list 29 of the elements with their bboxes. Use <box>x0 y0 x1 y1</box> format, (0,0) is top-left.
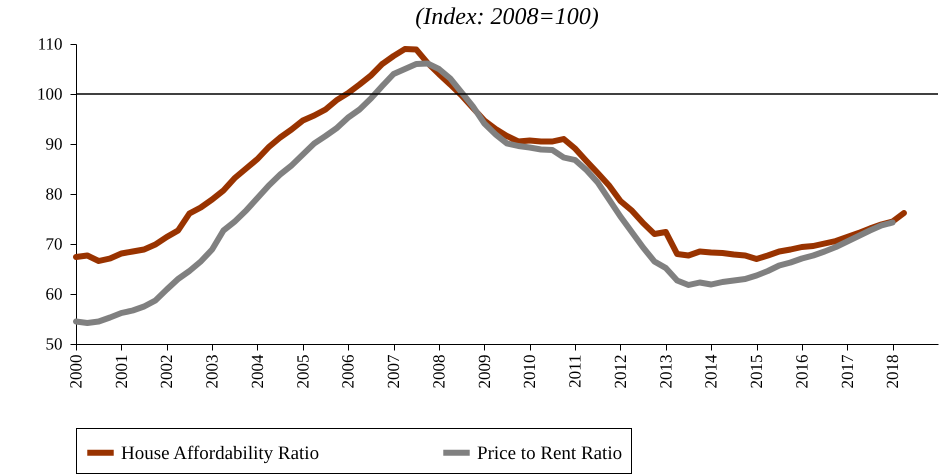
x-tick-label: 2014 <box>702 354 721 388</box>
x-tick-label: 2015 <box>747 354 766 388</box>
x-tick-label: 2017 <box>838 354 857 388</box>
x-tick-label: 2012 <box>610 354 630 388</box>
x-tick-label: 2008 <box>429 354 448 388</box>
x-tick-label: 2013 <box>656 354 676 388</box>
x-tick-label: 2006 <box>338 354 358 388</box>
y-tick-label: 60 <box>46 284 62 304</box>
x-tick-label: 2011 <box>566 354 585 388</box>
y-tick-label: 110 <box>38 34 62 54</box>
legend-label: Price to Rent Ratio <box>477 442 622 464</box>
x-tick-label: 2005 <box>293 354 312 388</box>
x-tick-label: 2003 <box>202 354 222 388</box>
x-tick-label: 2001 <box>112 354 131 388</box>
x-tick-label: 2002 <box>157 354 176 388</box>
y-tick-label: 90 <box>46 134 62 154</box>
x-tick-label: 2018 <box>883 354 902 388</box>
x-tick-label: 2010 <box>520 354 540 388</box>
x-tick-label: 2009 <box>474 354 494 388</box>
x-tick-label: 2004 <box>248 354 267 388</box>
y-tick-label: 50 <box>46 334 62 354</box>
chart-title: (Index: 2008=100) <box>415 4 599 30</box>
legend-label: House Affordability Ratio <box>121 442 320 464</box>
x-tick-label: 2016 <box>792 354 812 388</box>
x-tick-label: 2000 <box>66 354 86 388</box>
x-tick-label: 2007 <box>384 354 404 388</box>
y-tick-label: 80 <box>46 184 62 204</box>
y-tick-label: 70 <box>46 234 62 254</box>
y-tick-label: 100 <box>37 84 62 104</box>
